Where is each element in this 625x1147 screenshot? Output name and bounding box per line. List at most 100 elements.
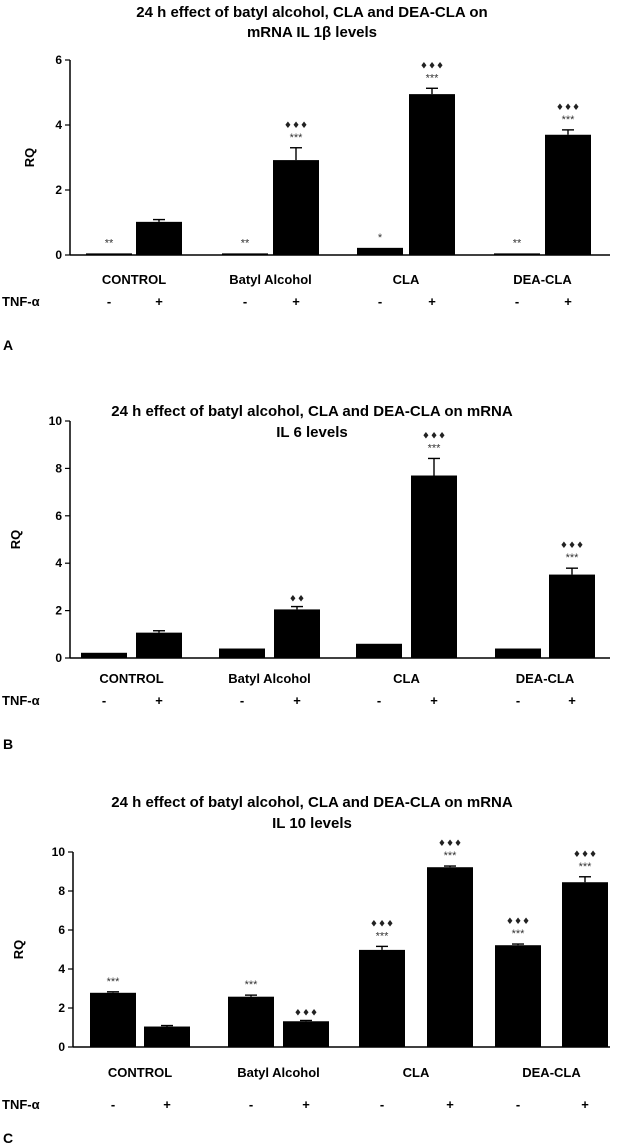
bar xyxy=(144,1026,190,1047)
chart-title-line-2: IL 10 levels xyxy=(272,815,352,832)
panel-label: C xyxy=(3,1130,13,1146)
tnf-sign: + xyxy=(292,294,300,309)
group-label: Batyl Alcohol xyxy=(229,272,312,287)
chart-title: 24 h effect of batyl alcohol, CLA and DE… xyxy=(136,4,487,21)
bar xyxy=(427,867,473,1047)
tnf-sign: - xyxy=(107,294,111,309)
tnf-sign: - xyxy=(380,1097,384,1112)
tnf-sign: - xyxy=(102,693,106,708)
bar xyxy=(283,1021,329,1047)
y-tick-label: 0 xyxy=(55,651,62,665)
tnf-sign: - xyxy=(243,294,247,309)
significance-stars: *** xyxy=(566,552,580,564)
tnf-row-label: TNF-α xyxy=(2,693,40,708)
significance-diamonds: ♦♦♦ xyxy=(506,917,530,927)
significance-diamonds: ♦♦♦ xyxy=(294,1008,318,1018)
bar xyxy=(86,253,132,255)
bar xyxy=(222,253,268,255)
significance-diamonds: ♦♦♦ xyxy=(560,541,584,551)
tnf-sign: + xyxy=(163,1097,171,1112)
y-tick-label: 2 xyxy=(55,183,62,197)
group-label: DEA-CLA xyxy=(516,671,575,686)
y-tick-label: 0 xyxy=(55,248,62,262)
group-label: CONTROL xyxy=(108,1065,172,1080)
bar xyxy=(136,632,182,658)
y-tick-label: 8 xyxy=(58,884,65,898)
bar xyxy=(90,992,136,1047)
tnf-sign: - xyxy=(378,294,382,309)
group-label: CLA xyxy=(393,671,420,686)
group-label: DEA-CLA xyxy=(513,272,572,287)
y-tick-label: 10 xyxy=(52,845,66,859)
tnf-sign: + xyxy=(155,294,163,309)
y-tick-label: 2 xyxy=(58,1001,65,1015)
tnf-sign: + xyxy=(430,693,438,708)
tnf-sign: - xyxy=(111,1097,115,1112)
significance-stars: *** xyxy=(245,979,259,991)
significance-stars: *** xyxy=(579,861,593,873)
bar xyxy=(495,648,541,658)
panel-label: A xyxy=(3,337,13,353)
bar xyxy=(359,949,405,1047)
tnf-sign: + xyxy=(428,294,436,309)
tnf-sign: + xyxy=(302,1097,310,1112)
significance-stars: ** xyxy=(513,237,522,249)
y-axis-label: RQ xyxy=(8,530,23,550)
significance-stars: *** xyxy=(512,928,526,940)
bar xyxy=(545,134,591,255)
tnf-sign: - xyxy=(249,1097,253,1112)
tnf-sign: - xyxy=(516,1097,520,1112)
tnf-sign: - xyxy=(515,294,519,309)
chart-title: 24 h effect of batyl alcohol, CLA and DE… xyxy=(111,794,513,811)
significance-stars: *** xyxy=(428,442,442,454)
bar xyxy=(495,945,541,1047)
panel-label: B xyxy=(3,736,13,752)
bar xyxy=(357,247,403,255)
tnf-row-label: TNF-α xyxy=(2,294,40,309)
significance-diamonds: ♦♦♦ xyxy=(438,839,462,849)
bar xyxy=(494,253,540,255)
group-label: Batyl Alcohol xyxy=(228,671,311,686)
significance-stars: ** xyxy=(105,237,114,249)
bar xyxy=(274,609,320,658)
bar xyxy=(549,574,595,658)
significance-diamonds: ♦♦♦ xyxy=(370,919,394,929)
significance-stars: *** xyxy=(444,850,458,862)
significance-stars: *** xyxy=(107,976,121,988)
tnf-row-label: TNF-α xyxy=(2,1097,40,1112)
bar xyxy=(356,643,402,658)
group-label: DEA-CLA xyxy=(522,1065,581,1080)
significance-stars: *** xyxy=(290,132,304,144)
bar xyxy=(136,221,182,255)
bar xyxy=(81,652,127,658)
group-label: CONTROL xyxy=(102,272,166,287)
group-label: Batyl Alcohol xyxy=(237,1065,320,1080)
significance-stars: * xyxy=(378,232,383,244)
tnf-sign: + xyxy=(446,1097,454,1112)
significance-diamonds: ♦♦♦ xyxy=(573,850,597,860)
tnf-sign: - xyxy=(516,693,520,708)
bar xyxy=(273,160,319,255)
significance-diamonds: ♦♦♦ xyxy=(556,103,580,113)
tnf-sign: + xyxy=(581,1097,589,1112)
bar xyxy=(228,996,274,1047)
bar xyxy=(562,882,608,1047)
bar xyxy=(219,648,265,658)
y-tick-label: 6 xyxy=(58,923,65,937)
significance-stars: *** xyxy=(426,72,440,84)
tnf-sign: + xyxy=(293,693,301,708)
significance-stars: *** xyxy=(376,930,390,942)
y-axis-label: RQ xyxy=(11,940,26,960)
significance-diamonds: ♦♦♦ xyxy=(420,61,444,71)
y-tick-label: 0 xyxy=(58,1040,65,1054)
bar xyxy=(411,475,457,658)
chart-title: 24 h effect of batyl alcohol, CLA and DE… xyxy=(111,403,513,420)
significance-diamonds: ♦♦ xyxy=(289,595,305,605)
tnf-sign: + xyxy=(155,693,163,708)
y-tick-label: 4 xyxy=(58,962,65,976)
chart-title-line-2: mRNA IL 1β levels xyxy=(247,24,377,41)
tnf-sign: + xyxy=(564,294,572,309)
chart-panel-b: 24 h effect of batyl alcohol, CLA and DE… xyxy=(2,403,610,752)
y-tick-label: 4 xyxy=(55,556,62,570)
significance-stars: ** xyxy=(241,237,250,249)
